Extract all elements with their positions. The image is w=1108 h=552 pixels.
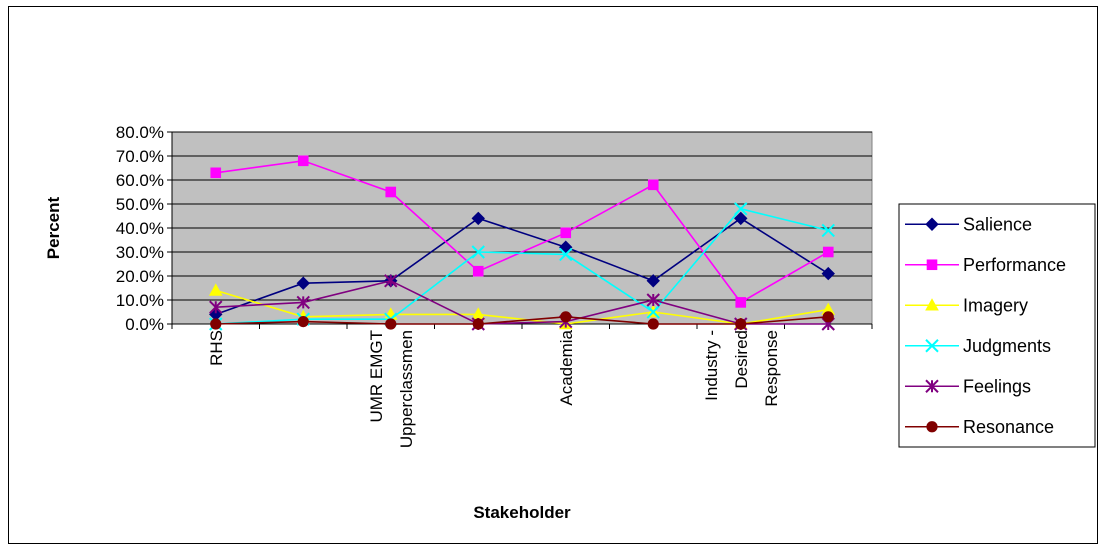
y-axis-title: Percent xyxy=(44,196,63,259)
data-point xyxy=(296,295,310,310)
y-tick-label: 30.0% xyxy=(116,243,164,262)
legend-item-resonance: Resonance xyxy=(905,417,1054,437)
legend-item-salience: Salience xyxy=(905,214,1032,234)
data-point xyxy=(559,247,573,262)
data-point xyxy=(646,305,660,319)
data-point xyxy=(471,211,485,226)
data-point xyxy=(647,179,659,191)
data-point xyxy=(925,379,939,393)
y-tick-label: 40.0% xyxy=(116,219,164,238)
data-point xyxy=(646,274,660,288)
data-point xyxy=(472,318,484,330)
series-line xyxy=(215,315,829,325)
data-point xyxy=(925,298,939,311)
data-point xyxy=(925,339,939,353)
legend-label: Performance xyxy=(963,255,1066,275)
data-point xyxy=(821,266,835,281)
data-point xyxy=(296,276,310,290)
data-point xyxy=(926,259,938,271)
x-tick-label: Industry - xyxy=(702,330,721,401)
legend-item-judgments: Judgments xyxy=(905,336,1051,356)
y-tick-label: 60.0% xyxy=(116,171,164,190)
x-tick-label: RHS xyxy=(207,330,226,366)
x-tick-label: UMR EMGT xyxy=(367,330,386,423)
y-tick-label: 10.0% xyxy=(116,291,164,310)
x-axis-title: Stakeholder xyxy=(473,503,571,522)
data-point xyxy=(385,186,397,198)
legend-item-performance: Performance xyxy=(905,255,1066,275)
y-tick-label: 20.0% xyxy=(116,267,164,286)
data-point xyxy=(822,311,834,323)
legend-label: Resonance xyxy=(963,417,1054,437)
data-point xyxy=(297,316,309,328)
x-tick-label: Response xyxy=(762,330,781,407)
data-point xyxy=(384,274,398,288)
data-point xyxy=(208,283,223,296)
x-tick-label: Upperclassmen xyxy=(397,330,416,448)
legend-label: Imagery xyxy=(963,295,1028,315)
data-point xyxy=(210,167,222,179)
y-tick-label: 50.0% xyxy=(116,195,164,214)
data-point xyxy=(385,318,397,330)
y-tick-label: 70.0% xyxy=(116,147,164,166)
series-line xyxy=(215,289,829,325)
data-point xyxy=(472,265,484,277)
data-point xyxy=(735,318,747,330)
legend: Salience Performance Imagery Judgments Feeli… xyxy=(898,203,1096,448)
data-point xyxy=(926,421,938,433)
legend-label: Feelings xyxy=(963,376,1031,396)
data-point xyxy=(560,311,572,323)
legend-label: Judgments xyxy=(963,336,1051,356)
series-judgments xyxy=(209,202,835,331)
line-chart: 0.0% 10.0% 20.0% 30.0% 40.0% 50.0% 60.0% 70.0% 8… xyxy=(44,123,1096,522)
data-point xyxy=(471,245,485,259)
series-performance xyxy=(210,155,834,308)
series-line xyxy=(215,207,829,325)
x-tick-label: Academia xyxy=(557,329,576,405)
data-point xyxy=(209,300,223,314)
chart-frame: 0.0% 10.0% 20.0% 30.0% 40.0% 50.0% 60.0% 70.0% 8… xyxy=(8,6,1098,544)
data-point xyxy=(734,202,748,216)
data-point xyxy=(297,155,309,167)
data-point xyxy=(647,318,659,330)
data-point xyxy=(734,211,748,226)
data-point xyxy=(735,297,747,308)
series-resonance xyxy=(210,311,834,330)
y-tick-label: 80.0% xyxy=(116,123,164,142)
data-point xyxy=(646,293,660,307)
data-point xyxy=(560,227,572,239)
series-line xyxy=(215,217,829,316)
data-point xyxy=(925,217,939,231)
legend-box xyxy=(898,203,1096,448)
legend-item-imagery: Imagery xyxy=(905,295,1028,315)
series-line xyxy=(215,159,829,304)
legend-label: Salience xyxy=(963,214,1032,234)
data-point xyxy=(210,318,222,330)
data-point xyxy=(821,223,835,238)
x-tick-label: Desired xyxy=(732,330,751,389)
series-line xyxy=(215,279,829,325)
data-point xyxy=(822,246,834,258)
legend-item-feelings: Feelings xyxy=(905,376,1031,396)
y-tick-label: 0.0% xyxy=(125,315,164,334)
